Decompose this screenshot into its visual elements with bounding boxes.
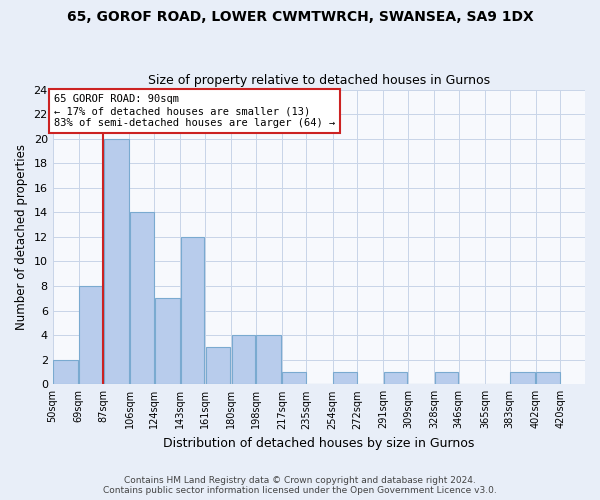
Y-axis label: Number of detached properties: Number of detached properties <box>15 144 28 330</box>
Title: Size of property relative to detached houses in Gurnos: Size of property relative to detached ho… <box>148 74 490 87</box>
Text: 65, GOROF ROAD, LOWER CWMTWRCH, SWANSEA, SA9 1DX: 65, GOROF ROAD, LOWER CWMTWRCH, SWANSEA,… <box>67 10 533 24</box>
Bar <box>181 237 204 384</box>
Bar <box>283 372 306 384</box>
X-axis label: Distribution of detached houses by size in Gurnos: Distribution of detached houses by size … <box>163 437 475 450</box>
Bar <box>384 372 407 384</box>
Text: 65 GOROF ROAD: 90sqm
← 17% of detached houses are smaller (13)
83% of semi-detac: 65 GOROF ROAD: 90sqm ← 17% of detached h… <box>54 94 335 128</box>
Bar <box>435 372 458 384</box>
Bar <box>155 298 179 384</box>
Bar <box>510 372 535 384</box>
Bar <box>232 335 255 384</box>
Bar <box>79 286 103 384</box>
Bar <box>256 335 281 384</box>
Bar <box>104 138 129 384</box>
Bar <box>206 348 230 385</box>
Bar <box>130 212 154 384</box>
Bar <box>53 360 78 384</box>
Bar <box>536 372 560 384</box>
Text: Contains HM Land Registry data © Crown copyright and database right 2024.
Contai: Contains HM Land Registry data © Crown c… <box>103 476 497 495</box>
Bar <box>333 372 356 384</box>
